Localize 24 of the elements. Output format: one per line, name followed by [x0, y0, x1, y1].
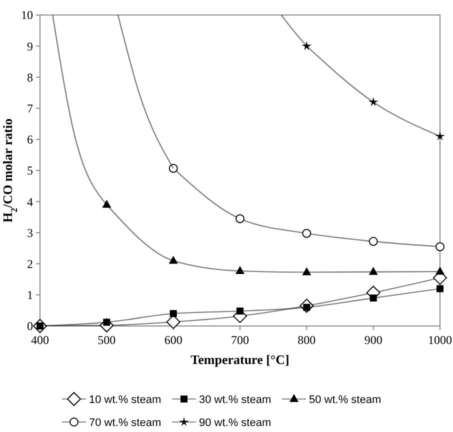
legend-label: 70 wt.% steam	[89, 416, 162, 429]
x-tick-label: 500	[98, 333, 116, 347]
y-tick-label: 7	[27, 102, 33, 116]
x-axis-title: Temperature [°C]	[190, 352, 290, 367]
legend-label: 50 wt.% steam	[309, 394, 382, 406]
x-tick-label: 800	[298, 333, 316, 347]
y-tick-label: 4	[27, 194, 33, 209]
y-tick-label: 0	[27, 319, 33, 334]
y-tick-label: 1	[27, 288, 33, 302]
legend-label: 90 wt.% steam	[199, 416, 272, 429]
y-tick-label: 6	[27, 132, 33, 147]
legend-label: 10 wt.% steam	[89, 394, 162, 406]
x-tick-label: 600	[164, 333, 182, 347]
legend-label: 30 wt.% steam	[199, 394, 272, 406]
x-tick-label: 900	[364, 333, 382, 347]
x-tick-label: 400	[31, 333, 49, 347]
y-tick-label: 8	[27, 70, 33, 84]
x-tick-label: 700	[231, 333, 249, 347]
y-tick-label: 3	[27, 226, 33, 240]
y-tick-label: 2	[27, 257, 33, 271]
x-tick-label: 1000	[428, 333, 452, 347]
y-tick-label: 9	[27, 39, 33, 54]
y-tick-label: 10	[21, 8, 33, 22]
y-tick-label: 5	[27, 164, 33, 178]
